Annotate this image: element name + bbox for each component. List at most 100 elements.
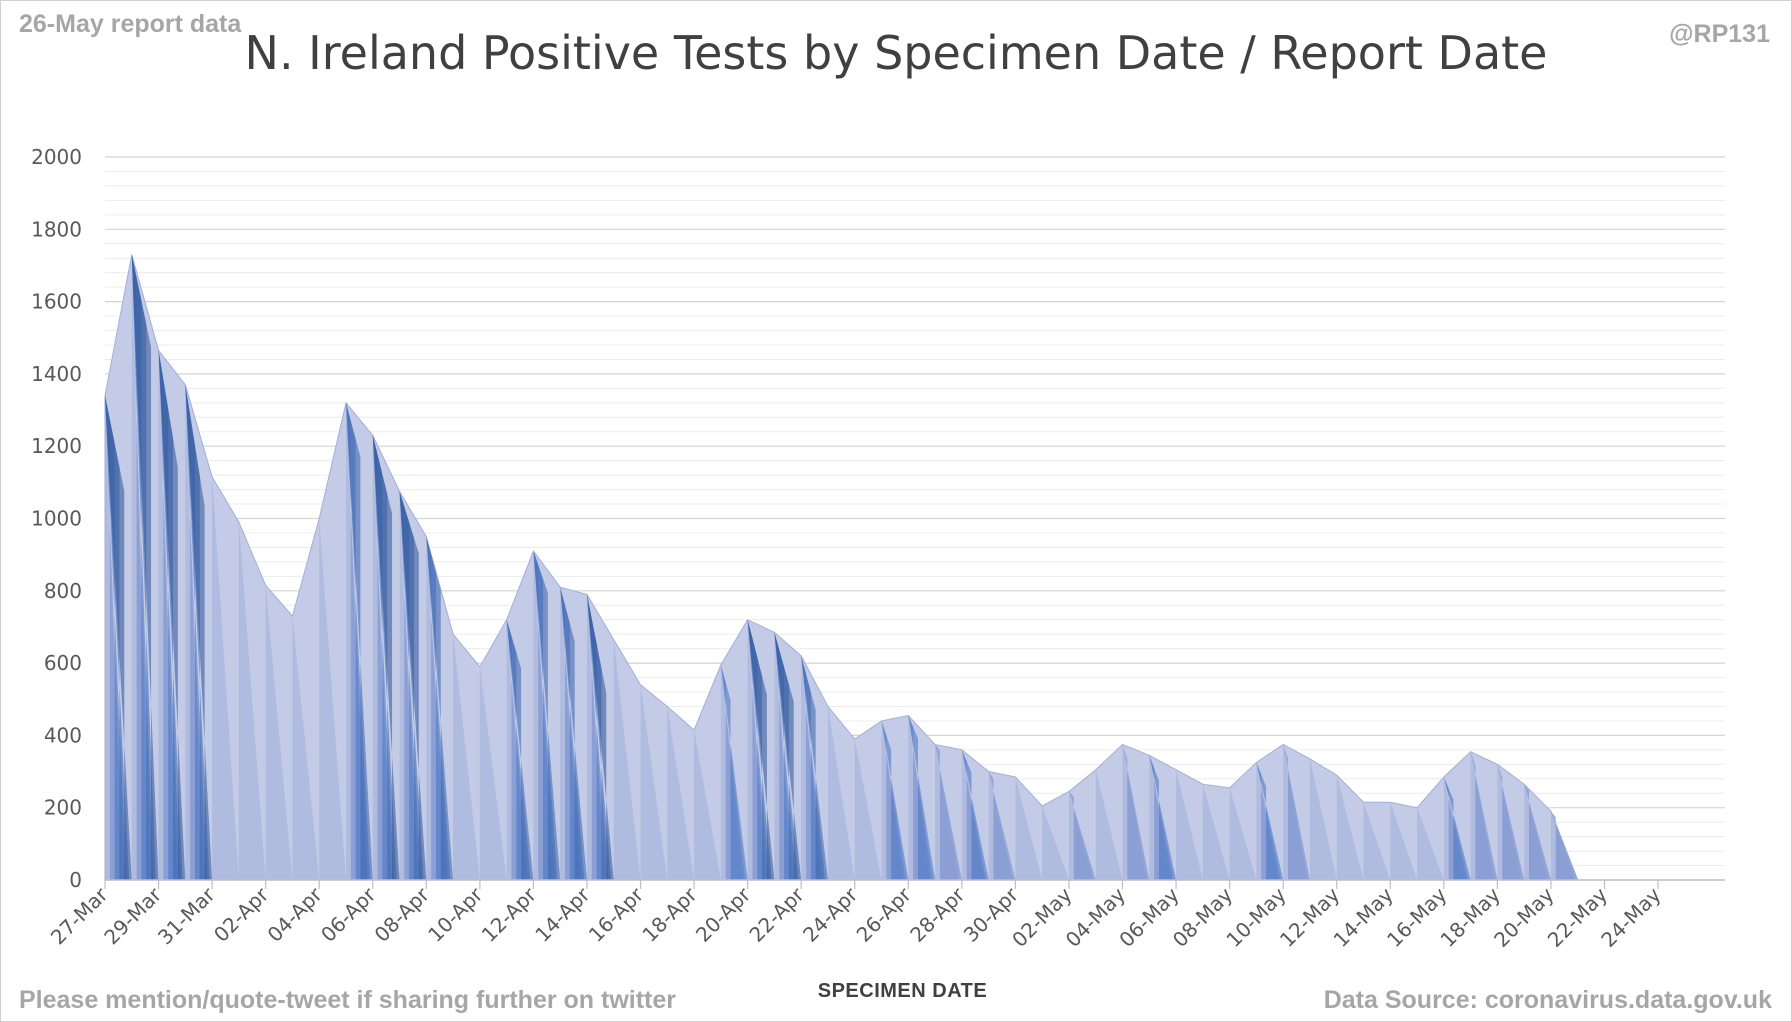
area-layer-segment bbox=[131, 254, 156, 881]
x-tick-label: 26-Apr bbox=[852, 882, 917, 947]
y-tick-label: 600 bbox=[44, 651, 82, 675]
area-layer-segment bbox=[1443, 776, 1468, 880]
area-layer-segment bbox=[1068, 791, 1096, 880]
area-layer-segment bbox=[1229, 787, 1257, 880]
area-layer-segment bbox=[613, 639, 641, 880]
y-axis-tick-labels: 0 200 400 600 800 1000 1200 1400 1600 1800 2000 bbox=[31, 145, 82, 892]
area-layer-segment bbox=[372, 435, 400, 880]
y-tick-label: 200 bbox=[44, 796, 82, 820]
author-handle: @RP131 bbox=[1669, 20, 1770, 48]
x-tick-label: 22-Apr bbox=[745, 882, 810, 947]
area-layer-segment bbox=[105, 395, 130, 880]
area-layer-segment bbox=[908, 715, 936, 880]
area-layer-segment bbox=[533, 551, 561, 880]
area-layer-segment bbox=[827, 706, 855, 880]
area-layer-segment bbox=[774, 632, 802, 880]
area-layer-segment bbox=[212, 476, 239, 880]
x-tick-label: 31-Mar bbox=[153, 882, 220, 949]
area-layer-segment bbox=[426, 536, 451, 880]
x-tick-label: 14-Apr bbox=[530, 882, 595, 947]
y-tick-label: 800 bbox=[44, 579, 82, 603]
area-layer-segment bbox=[1176, 769, 1203, 880]
area-layer-segment bbox=[105, 395, 132, 880]
area-layer-segment bbox=[586, 594, 612, 880]
area-layer-segment bbox=[694, 729, 721, 880]
x-tick-label: 29-Mar bbox=[99, 882, 166, 949]
area-layer-segment bbox=[1363, 802, 1391, 880]
x-tick-label: 08-Apr bbox=[370, 882, 435, 947]
x-tick-label: 16-Apr bbox=[584, 882, 649, 947]
area-layer-segment bbox=[1202, 784, 1230, 880]
x-tick-label: 20-Apr bbox=[691, 882, 756, 947]
area-layer-segment bbox=[533, 551, 558, 880]
area-layer-segment bbox=[774, 632, 796, 880]
y-tick-label: 1000 bbox=[31, 507, 82, 531]
area-layer-segment bbox=[1149, 755, 1174, 880]
data-source: Data Source: coronavirus.data.gov.uk bbox=[1323, 986, 1772, 1014]
area-layer-segment bbox=[854, 739, 882, 880]
share-note: Please mention/quote-tweet if sharing fu… bbox=[19, 986, 677, 1014]
x-axis-tick-labels: 27-Mar29-Mar31-Mar02-Apr04-Apr06-Apr08-A… bbox=[46, 882, 1666, 952]
area-layer-segment bbox=[747, 619, 770, 880]
area-layer-segment bbox=[292, 616, 320, 880]
area-layer-segment bbox=[1256, 762, 1281, 880]
x-tick-label: 24-May bbox=[1596, 882, 1665, 951]
area-layer-segment bbox=[747, 619, 775, 880]
area-layer-segment bbox=[131, 254, 151, 881]
x-tick-label: 04-Apr bbox=[263, 882, 328, 947]
area-layer-segment bbox=[1497, 764, 1525, 880]
area-layer-segment bbox=[319, 518, 346, 880]
area-series bbox=[104, 254, 1579, 881]
area-layer-segment bbox=[720, 664, 748, 880]
area-layer-segment bbox=[560, 587, 585, 880]
area-layer-segment bbox=[479, 666, 507, 880]
area-layer-segment bbox=[426, 536, 446, 880]
axes bbox=[104, 879, 1725, 889]
area-layer-segment bbox=[640, 684, 668, 880]
area-total-envelope bbox=[104, 254, 1579, 881]
area-layer-segment bbox=[801, 655, 828, 880]
area-layer-segment bbox=[399, 491, 424, 880]
report-date-label: 26-May report data bbox=[19, 10, 242, 38]
area-layer-segment bbox=[185, 384, 213, 880]
x-tick-label: 12-Apr bbox=[477, 882, 542, 947]
x-tick-label: 24-Apr bbox=[798, 882, 863, 947]
y-tick-label: 2000 bbox=[31, 145, 82, 169]
area-layer-segment bbox=[158, 350, 178, 881]
area-layer-segment bbox=[774, 632, 794, 880]
area-layer-segment bbox=[185, 384, 202, 880]
area-layer-segment bbox=[1042, 805, 1069, 880]
area-layer-segment bbox=[961, 749, 989, 880]
area-layer-segment bbox=[345, 402, 373, 880]
area-layer-segment bbox=[1443, 776, 1471, 880]
area-layer-segment bbox=[667, 706, 695, 880]
area-layer-segment bbox=[506, 619, 534, 880]
x-tick-label: 18-Apr bbox=[637, 882, 702, 947]
area-layer-segment bbox=[988, 771, 1016, 880]
area-layer-segment bbox=[185, 384, 210, 880]
y-tick-label: 1800 bbox=[31, 217, 82, 241]
area-layer-segment bbox=[1417, 807, 1444, 880]
area-layer-segment bbox=[372, 435, 395, 880]
area-layer-segment bbox=[426, 536, 454, 880]
area-layer-segment bbox=[881, 720, 909, 880]
area-layer-segment bbox=[1256, 762, 1284, 880]
area-layer-segment bbox=[935, 744, 962, 880]
area-layer-segment bbox=[1122, 744, 1150, 880]
area-layer-segment bbox=[1524, 784, 1551, 880]
area-layer-segment bbox=[399, 491, 427, 880]
y-tick-label: 1400 bbox=[31, 362, 82, 386]
x-tick-label: 27-Mar bbox=[46, 882, 113, 949]
area-layer-segment bbox=[586, 594, 614, 880]
area-layer-segment bbox=[185, 384, 207, 880]
x-tick-label: 10-Apr bbox=[423, 882, 488, 947]
x-tick-label: 06-Apr bbox=[316, 882, 381, 947]
area-layer-segment bbox=[453, 634, 480, 880]
area-layer-segment bbox=[801, 655, 826, 880]
y-tick-label: 400 bbox=[44, 723, 82, 747]
area-layer-segment bbox=[560, 587, 587, 880]
area-layer-segment bbox=[131, 254, 159, 881]
area-layer-segment bbox=[1336, 775, 1364, 880]
area-layer-segment bbox=[747, 619, 767, 880]
